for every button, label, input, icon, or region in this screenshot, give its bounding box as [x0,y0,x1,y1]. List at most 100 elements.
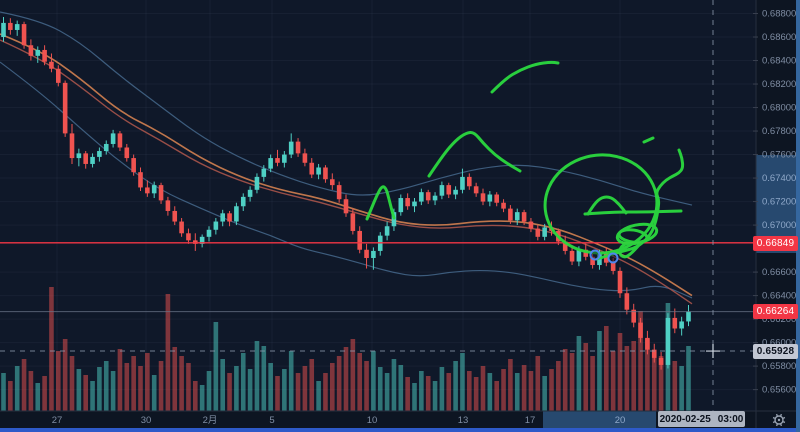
volume-bar [282,369,287,411]
price-tick-label: 0.67000 [762,220,796,231]
drawing-anchor-handle[interactable] [589,249,601,261]
candle-body [21,24,27,46]
price-tick-label: 0.68600 [762,32,796,43]
candle-body [604,253,609,263]
volume-bars [1,287,691,411]
price-line-label-66849: 0.66849 [753,236,798,251]
candle-body [234,206,239,222]
volume-bar [679,366,684,411]
volume-bar [453,361,458,411]
candle-body [90,156,95,164]
candle-body [336,185,342,200]
volume-bar [131,356,136,411]
candle-body [8,22,13,30]
time-tick-label: 10 [367,415,378,426]
volume-bar [206,371,212,411]
candle-body [350,213,356,231]
crosshair-time-label: 2020-02-25 03:00 [658,411,745,427]
volume-bar [631,341,636,411]
candle-body [432,195,438,201]
candle-body [535,228,541,237]
settings-gear-icon[interactable] [772,413,786,427]
volume-bar [83,375,88,411]
freehand-annotation-rise-squiggle[interactable] [595,148,685,261]
candle-body [412,201,417,207]
price-axis-labels[interactable]: 0.68800 0.68600 0.68400 0.68200 0.68000 0.678… [753,9,796,396]
candle-body [295,141,301,154]
right-scrollbar-strip[interactable] [796,0,800,432]
candle-body [576,249,582,262]
volume-bar [323,373,328,411]
time-axis-labels[interactable]: 27 30 2月 5 10 13 17 20 [52,415,626,426]
freehand-drawings[interactable] [365,60,685,261]
candle-body [487,194,493,202]
candle-body [56,68,61,83]
crosshair-hour-text: 03:00 [717,413,744,425]
volume-bar [419,371,424,411]
volume-bar [35,383,41,411]
price-tick-label: 0.65800 [762,361,796,372]
candle-body [275,158,280,163]
candle-body [419,192,424,202]
volume-bar [494,381,499,411]
volume-bar [240,353,246,411]
volume-bar [556,361,561,411]
candle-body [330,179,335,186]
candle-body [282,154,287,163]
candle-body [49,61,54,69]
candle-body [165,200,171,211]
volume-bar [357,353,362,411]
freehand-annotation-top-arc[interactable] [490,60,560,94]
candle-body [679,321,684,329]
volume-bar [569,353,575,411]
candle-body [569,250,575,262]
volume-bar [90,381,95,411]
price-tick-label: 0.67200 [762,197,796,208]
volume-bar [56,351,61,411]
freehand-annotation-dash-mark[interactable] [642,136,655,144]
candle-body [28,45,34,56]
candle-body [62,82,68,134]
volume-bar [391,359,397,411]
candle-body [501,202,506,209]
volume-bar [14,366,20,411]
volume-bar [8,381,13,411]
freehand-annotation-inner-arc[interactable] [586,195,628,216]
candle-body [467,176,472,187]
volume-bar [247,369,253,411]
volume-bar [658,356,664,411]
crosshair-date-text: 2020-02-25 [659,413,711,425]
freehand-annotation-spike[interactable] [365,185,396,221]
candle-body [562,241,568,251]
crosshair-center-marker [706,344,720,359]
volume-bar [425,376,431,411]
candle-body [398,198,404,213]
volume-bar [508,359,513,411]
volume-bar [145,353,150,411]
candle-body [521,212,527,222]
volume-bar [514,373,520,411]
drawing-anchor-handle[interactable] [607,252,619,264]
volume-bar [42,376,47,411]
annotation-ellipse-big-circle[interactable] [540,149,662,258]
annotation-ellipse-small-loop-b[interactable] [617,228,649,244]
volume-bar [193,381,198,411]
candle-body [138,172,143,188]
volume-bar [1,373,6,411]
volume-bar [69,356,75,411]
volume-bar [268,363,273,411]
price-tick-label: 0.66600 [762,267,796,278]
candle-body [193,240,198,244]
freehand-annotation-loop-tail[interactable] [618,240,642,259]
candle-body [268,158,273,169]
freehand-annotation-peak[interactable] [427,130,522,178]
candle-body [658,357,664,365]
candle-body [227,213,232,222]
time-axis-selection-highlight [543,411,656,428]
candle-body [473,186,479,194]
candle-body [480,193,486,202]
volume-bar [336,356,342,411]
time-tick-label: 17 [525,415,536,426]
